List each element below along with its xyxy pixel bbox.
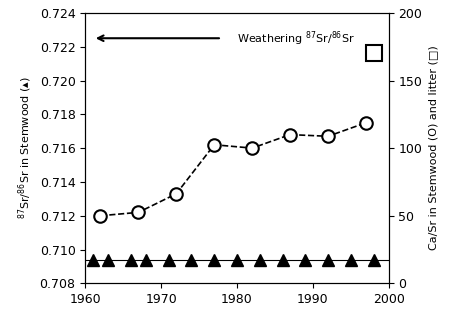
Text: Weathering $^{87}$Sr/$^{86}$Sr: Weathering $^{87}$Sr/$^{86}$Sr [237,29,355,48]
Y-axis label: Ca/Sr in Stemwood (O) and litter (□): Ca/Sr in Stemwood (O) and litter (□) [428,46,438,251]
Y-axis label: $^{87}$Sr/$^{86}$Sr in Stemwood ($\blacktriangle$): $^{87}$Sr/$^{86}$Sr in Stemwood ($\black… [17,77,34,219]
